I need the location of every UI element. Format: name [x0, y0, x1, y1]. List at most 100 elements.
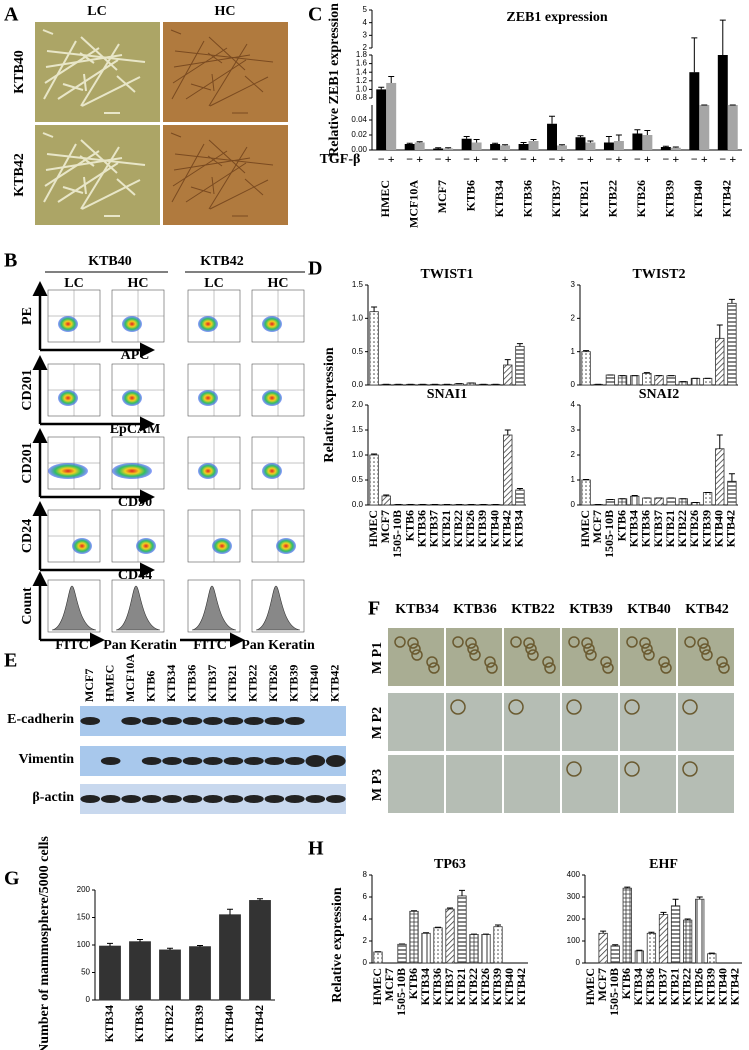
micrograph: [678, 628, 734, 686]
x-tick-label: KTB6: [619, 968, 633, 999]
bar: [445, 908, 455, 964]
lane-label: KTB42: [328, 665, 342, 702]
cell: [62, 83, 84, 91]
x-tick-label: KTB26: [634, 180, 648, 217]
treatment-label: −: [719, 152, 726, 166]
x-tick-label: HMEC: [366, 510, 380, 547]
bar: [409, 910, 419, 964]
y-tick-label: 150: [77, 913, 91, 922]
x-tick-label: KTB22: [162, 1005, 176, 1042]
band: [305, 755, 326, 767]
error-bar: [167, 947, 173, 950]
y-tick-label: 1.4: [356, 67, 368, 76]
sphere: [716, 656, 728, 668]
cell: [44, 47, 100, 84]
error-bar: [672, 898, 679, 906]
error-bar: [411, 910, 417, 912]
row-label: M P3: [370, 769, 385, 801]
sphere: [626, 636, 638, 648]
treatment-label: −: [691, 152, 698, 166]
treatment-label: +: [559, 152, 566, 166]
bar: [670, 905, 681, 964]
error-bar: [257, 898, 263, 901]
x-tick-label: KTB34: [631, 968, 645, 1005]
lane-label: KTB21: [225, 665, 239, 702]
x-tick-label: KTB37: [651, 510, 665, 547]
y-axis-label: CD201: [20, 442, 35, 483]
error-bar: [648, 931, 655, 934]
bar: [581, 479, 591, 506]
column-label: KTB42: [685, 602, 729, 617]
band: [203, 757, 223, 765]
y-tick-label: 0: [363, 958, 368, 967]
cell: [44, 150, 100, 187]
x-tick-label: MCF7: [435, 180, 449, 213]
band: [264, 757, 285, 765]
y-axis-label: CD201: [20, 369, 35, 410]
error-bar: [504, 359, 511, 365]
x-tick-label: KTB40: [487, 510, 501, 547]
y-tick-label: 300: [567, 892, 581, 901]
micrograph: [388, 693, 444, 751]
error-bar: [406, 142, 413, 144]
error-bar: [719, 19, 726, 55]
treatment-label: +: [729, 152, 736, 166]
y-tick-label: 400: [567, 870, 581, 879]
population: [122, 390, 142, 406]
micrograph: [678, 755, 734, 813]
error-bar: [549, 115, 556, 124]
band: [203, 717, 223, 725]
lane-label: KTB26: [266, 665, 280, 702]
x-tick-label: KTB36: [430, 968, 444, 1005]
sphere: [411, 649, 423, 661]
bar: [404, 144, 415, 150]
error-bar: [691, 37, 698, 73]
sphere: [523, 637, 535, 649]
chart-title: TWIST1: [421, 267, 474, 282]
treatment-label: +: [672, 152, 679, 166]
population: [198, 463, 218, 479]
column-label: KTB39: [569, 602, 613, 617]
cell: [209, 76, 269, 107]
x-tick-label: MCF7: [382, 968, 396, 1001]
sphere: [394, 636, 406, 648]
micrograph: [620, 693, 676, 751]
panel-label: G: [4, 868, 20, 890]
x-tick-label: KTB34: [102, 1005, 116, 1042]
y-tick-label: 1.8: [356, 50, 368, 59]
sphere: [697, 637, 709, 649]
error-bar: [660, 911, 667, 915]
bar: [490, 144, 501, 150]
population: [48, 463, 88, 479]
micrograph: [562, 628, 618, 686]
bar: [159, 949, 181, 1001]
band: [285, 795, 305, 803]
treatment-label: −: [634, 152, 641, 166]
bar: [630, 495, 640, 506]
bar: [658, 914, 669, 964]
bar: [515, 345, 525, 386]
error-bar: [447, 907, 453, 910]
x-tick-label: KTB42: [724, 510, 738, 547]
bar: [666, 497, 676, 506]
lane-label: HMEC: [102, 665, 116, 702]
cell: [81, 76, 141, 107]
y-tick-label: 0.0: [352, 380, 364, 389]
bar: [518, 144, 529, 150]
error-bar: [612, 944, 619, 946]
sphere: [510, 636, 522, 648]
sphere: [602, 662, 614, 674]
error-bar: [423, 932, 429, 934]
cell: [170, 132, 182, 138]
x-tick-label: KTB22: [675, 510, 689, 547]
cell: [46, 50, 146, 63]
y-tick-label: 8: [363, 870, 368, 879]
bar: [189, 946, 211, 1001]
x-tick-label: KTB26: [687, 510, 701, 547]
population: [262, 463, 282, 479]
band: [121, 795, 141, 803]
micrograph: [504, 755, 560, 813]
y-tick-label: 1.0: [356, 85, 368, 94]
x-tick-label: KTB37: [442, 968, 456, 1005]
error-bar: [615, 134, 622, 141]
